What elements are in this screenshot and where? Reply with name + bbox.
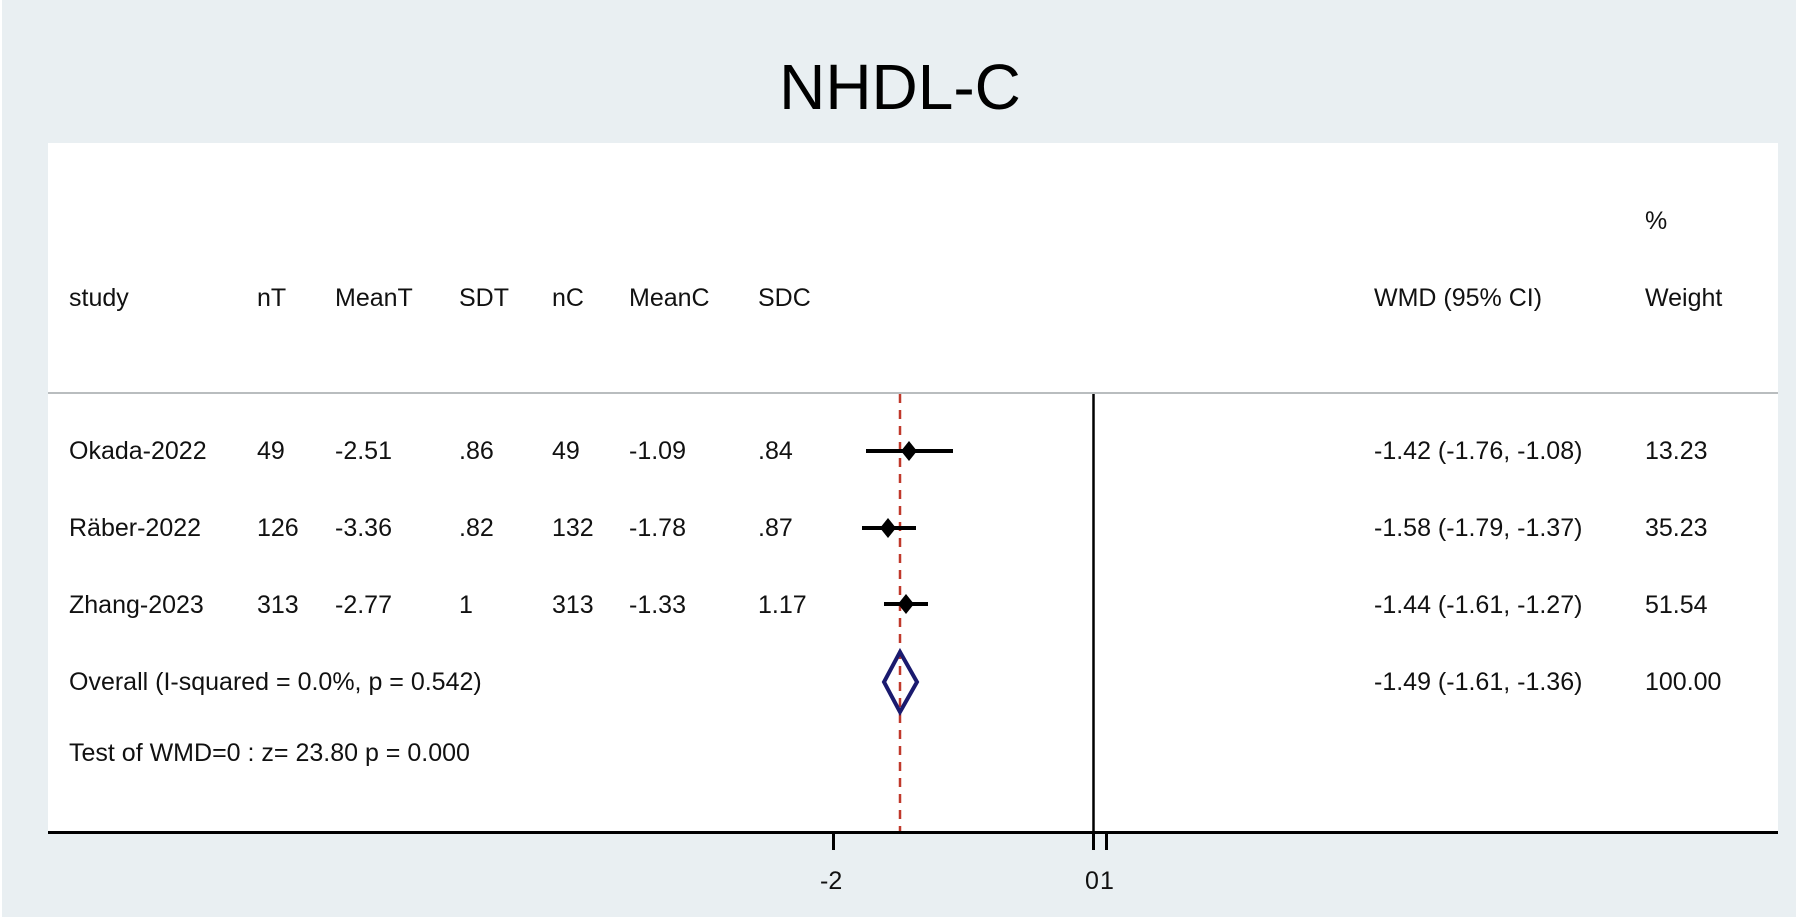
- header-nT: nT: [257, 284, 287, 312]
- test-label: Test of WMD=0 : z= 23.80 p = 0.000: [69, 739, 470, 767]
- row-meanC: -1.78: [629, 514, 686, 542]
- overall-weight: 100.00: [1645, 668, 1722, 696]
- header-meanT: MeanT: [335, 284, 413, 312]
- plot-panel: [48, 143, 1778, 832]
- overall-wmd: -1.49 (-1.61, -1.36): [1374, 668, 1583, 696]
- row-sdC: 1.17: [758, 591, 807, 619]
- row-nT: 313: [257, 591, 299, 619]
- frame-edge-left: [0, 0, 2, 921]
- row-wmd: -1.42 (-1.76, -1.08): [1374, 437, 1583, 465]
- x-axis-line: [48, 831, 1778, 834]
- row-sdT: .86: [459, 437, 494, 465]
- row-nT: 49: [257, 437, 285, 465]
- chart-title: NHDL-C: [779, 51, 1021, 123]
- study-marker-zhang: [884, 594, 928, 614]
- row-study: Räber-2022: [69, 514, 202, 542]
- row-nC: 132: [552, 514, 594, 542]
- x-tick-0: [1092, 833, 1095, 850]
- row-weight: 35.23: [1645, 514, 1708, 542]
- frame-edge-bottom: [0, 917, 1800, 921]
- row-meanT: -3.36: [335, 514, 392, 542]
- x-tick-1: [1105, 833, 1108, 850]
- row-sdC: .84: [758, 437, 793, 465]
- row-wmd: -1.44 (-1.61, -1.27): [1374, 591, 1583, 619]
- header-nC: nC: [552, 284, 584, 312]
- row-weight: 51.54: [1645, 591, 1708, 619]
- header-divider: [48, 392, 1778, 394]
- header-sdT: SDT: [459, 284, 509, 312]
- row-nT: 126: [257, 514, 299, 542]
- study-marker-okada: [866, 441, 953, 461]
- header-wmd: WMD (95% CI): [1374, 284, 1543, 312]
- header-weight: Weight: [1645, 284, 1723, 312]
- header-sdC: SDC: [758, 284, 811, 312]
- x-tick-label: -2: [820, 867, 843, 895]
- x-tick-label: 0: [1085, 867, 1099, 895]
- row-nC: 49: [552, 437, 580, 465]
- row-wmd: -1.58 (-1.79, -1.37): [1374, 514, 1583, 542]
- x-tick-minus2: [832, 833, 835, 850]
- row-meanC: -1.33: [629, 591, 686, 619]
- header-meanC: MeanC: [629, 284, 710, 312]
- study-marker-raber: [862, 518, 916, 538]
- overall-label: Overall (I-squared = 0.0%, p = 0.542): [69, 668, 482, 696]
- row-sdT: 1: [459, 591, 473, 619]
- overall-diamond: [881, 647, 920, 717]
- row-weight: 13.23: [1645, 437, 1708, 465]
- frame-edge-right: [1796, 0, 1800, 921]
- row-sdC: .87: [758, 514, 793, 542]
- row-study: Okada-2022: [69, 437, 207, 465]
- header-study: study: [69, 284, 129, 312]
- x-tick-label: 1: [1100, 867, 1114, 895]
- row-study: Zhang-2023: [69, 591, 204, 619]
- row-meanT: -2.51: [335, 437, 392, 465]
- row-sdT: .82: [459, 514, 494, 542]
- row-nC: 313: [552, 591, 594, 619]
- header-weight-percent: %: [1645, 207, 1668, 235]
- row-meanT: -2.77: [335, 591, 392, 619]
- row-meanC: -1.09: [629, 437, 686, 465]
